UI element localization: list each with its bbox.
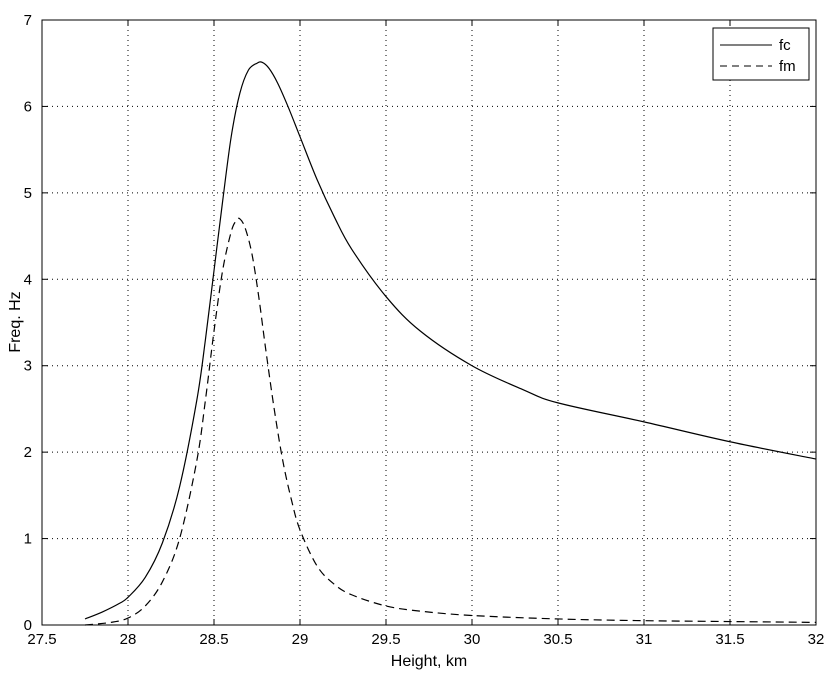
x-tick-label: 28.5 [199, 631, 228, 648]
legend: fc fm [712, 27, 810, 81]
plot-frame [41, 19, 817, 626]
x-tick-label: 31.5 [715, 631, 744, 648]
series-line-fc [84, 61, 817, 620]
x-tick-label: 30.5 [543, 631, 572, 648]
y-tick-label: 5 [24, 185, 32, 202]
legend-label-fc: fc [779, 37, 791, 54]
x-tick-label: 28 [120, 631, 137, 648]
x-tick-label: 27.5 [27, 631, 56, 648]
tick-labels: 27.5 28 28.5 29 29.5 30 30.5 31 31.5 32 0 1 2 3 4 5 6 7 [24, 12, 825, 648]
y-tick-label: 4 [24, 271, 32, 288]
plot-background [42, 20, 816, 625]
y-tick-label: 0 [24, 617, 32, 634]
legend-box [712, 27, 810, 81]
x-tick-label: 30 [464, 631, 481, 648]
series-layer [84, 61, 817, 626]
y-tick-label: 1 [24, 531, 32, 548]
y-tick-label: 2 [24, 444, 32, 461]
ticks [41, 19, 817, 626]
y-tick-label: 7 [24, 12, 32, 29]
x-tick-label: 29.5 [371, 631, 400, 648]
x-axis-label: Height, km [391, 653, 467, 670]
x-tick-label: 29 [292, 631, 309, 648]
series-line-fm [84, 217, 817, 626]
x-tick-label: 32 [808, 631, 825, 648]
grid [42, 20, 816, 625]
y-axis-label: Freq. Hz [7, 291, 24, 352]
x-tick-label: 31 [636, 631, 653, 648]
y-tick-label: 6 [24, 98, 32, 115]
legend-label-fm: fm [779, 58, 796, 75]
y-tick-label: 3 [24, 358, 32, 375]
